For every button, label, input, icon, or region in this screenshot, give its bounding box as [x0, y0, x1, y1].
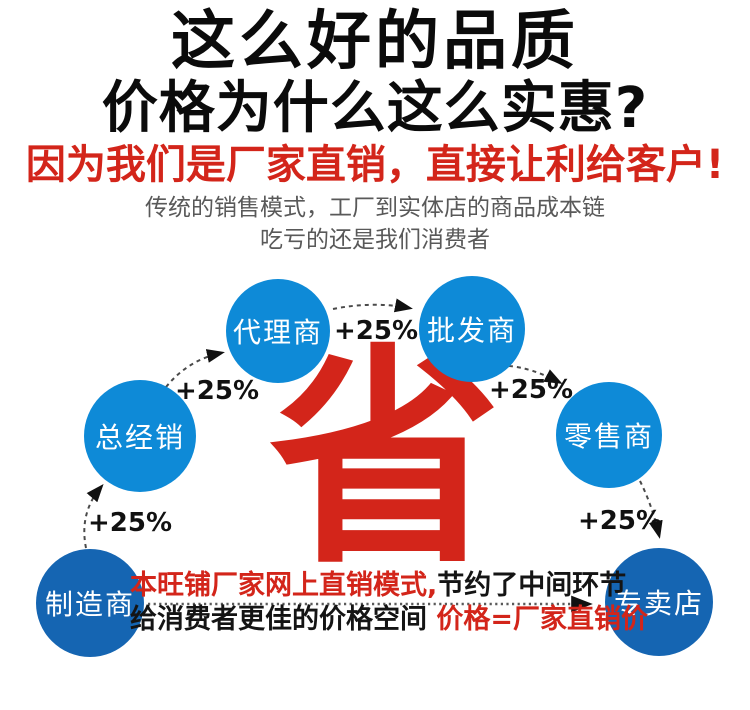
- arrow-agent-to-wholesaler: [332, 298, 413, 313]
- banner-text: 因为我们是厂家直销，直接让利给客户!: [25, 142, 725, 188]
- title-line-1: 这么好的品质: [171, 5, 579, 79]
- markup-label-5: +25%: [577, 506, 663, 536]
- node-specialty-store: 专卖店: [605, 548, 713, 656]
- bottom-line-1: 本旺铺厂家网上直销模式,节约了中间环节: [130, 570, 626, 601]
- desc-line-2: 吃亏的还是我们消费者: [260, 227, 490, 253]
- title-line-2: 价格为什么这么实惠?: [101, 76, 649, 141]
- bottom-line-2-red: 价格=厂家直销价: [436, 604, 649, 635]
- bottom-line-2: 给消费者更佳的价格空间 价格=厂家直销价: [130, 604, 648, 635]
- node-retailer: 零售商: [556, 382, 662, 488]
- bottom-line-1-black: 节约了中间环节: [437, 570, 627, 601]
- markup-label-2: +25%: [174, 376, 260, 406]
- bottom-line-2-black: 给消费者更佳的价格空间: [130, 604, 437, 635]
- markup-label-1: +25%: [87, 508, 173, 538]
- node-wholesaler: 批发商: [419, 276, 525, 382]
- node-agent: 代理商: [226, 279, 330, 383]
- markup-label-3: +25%: [333, 316, 419, 346]
- bottom-line-1-red: 本旺铺厂家网上直销模式,: [130, 570, 438, 601]
- node-manufacturer: 制造商: [36, 549, 144, 657]
- desc-line-1: 传统的销售模式，工厂到实体店的商品成本链: [145, 195, 605, 221]
- node-general-distributor: 总经销: [84, 380, 196, 492]
- markup-label-4: +25%: [488, 375, 574, 405]
